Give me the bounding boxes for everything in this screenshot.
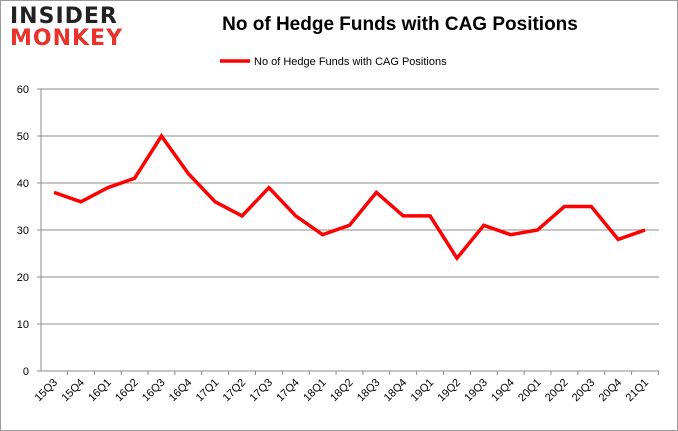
x-tick-label: 16Q4 [167,377,195,405]
logo-line-1: INSIDER [10,4,118,29]
logo-line-2: MONKEY [10,26,124,51]
x-tick-label: 16Q2 [113,377,141,405]
x-tick-label: 19Q4 [489,377,517,405]
y-tick-label: 0 [23,366,29,378]
insider-monkey-logo: INSIDER MONKEY [10,6,123,50]
y-tick-label: 50 [17,131,29,143]
x-tick-label: 16Q3 [140,377,168,405]
series-line [53,132,646,262]
x-tick-label: 18Q2 [328,377,356,405]
x-tick-label: 19Q3 [462,377,490,405]
x-tick-label: 20Q3 [570,377,598,405]
x-tick-label: 17Q1 [194,377,222,405]
x-tick-label: 20Q2 [543,377,571,405]
x-tick-label: 16Q1 [86,377,114,405]
y-tick-label: 30 [17,225,29,237]
y-tick-label: 40 [17,178,29,190]
x-tick-label: 17Q4 [274,377,302,405]
y-tick-label: 20 [17,272,29,284]
x-tick-label: 15Q3 [33,377,61,405]
x-tick-label: 21Q1 [624,377,652,405]
chart-title: No of Hedge Funds with CAG Positions [222,14,578,35]
x-tick-label: 18Q3 [355,377,383,405]
x-tick-label: 20Q4 [597,377,625,405]
x-tick-label: 17Q2 [221,377,249,405]
x-tick-label: 20Q1 [516,377,544,405]
x-tick-label: 18Q4 [382,377,410,405]
y-tick-label: 60 [17,84,29,96]
x-tick-label: 15Q4 [59,377,87,405]
x-tick-label: 18Q1 [301,377,329,405]
x-tick-label: 19Q2 [436,377,464,405]
x-tick-label: 17Q3 [248,377,276,405]
x-tick-label: 19Q1 [409,377,437,405]
legend-label: No of Hedge Funds with CAG Positions [254,56,447,68]
y-tick-label: 10 [17,319,29,331]
